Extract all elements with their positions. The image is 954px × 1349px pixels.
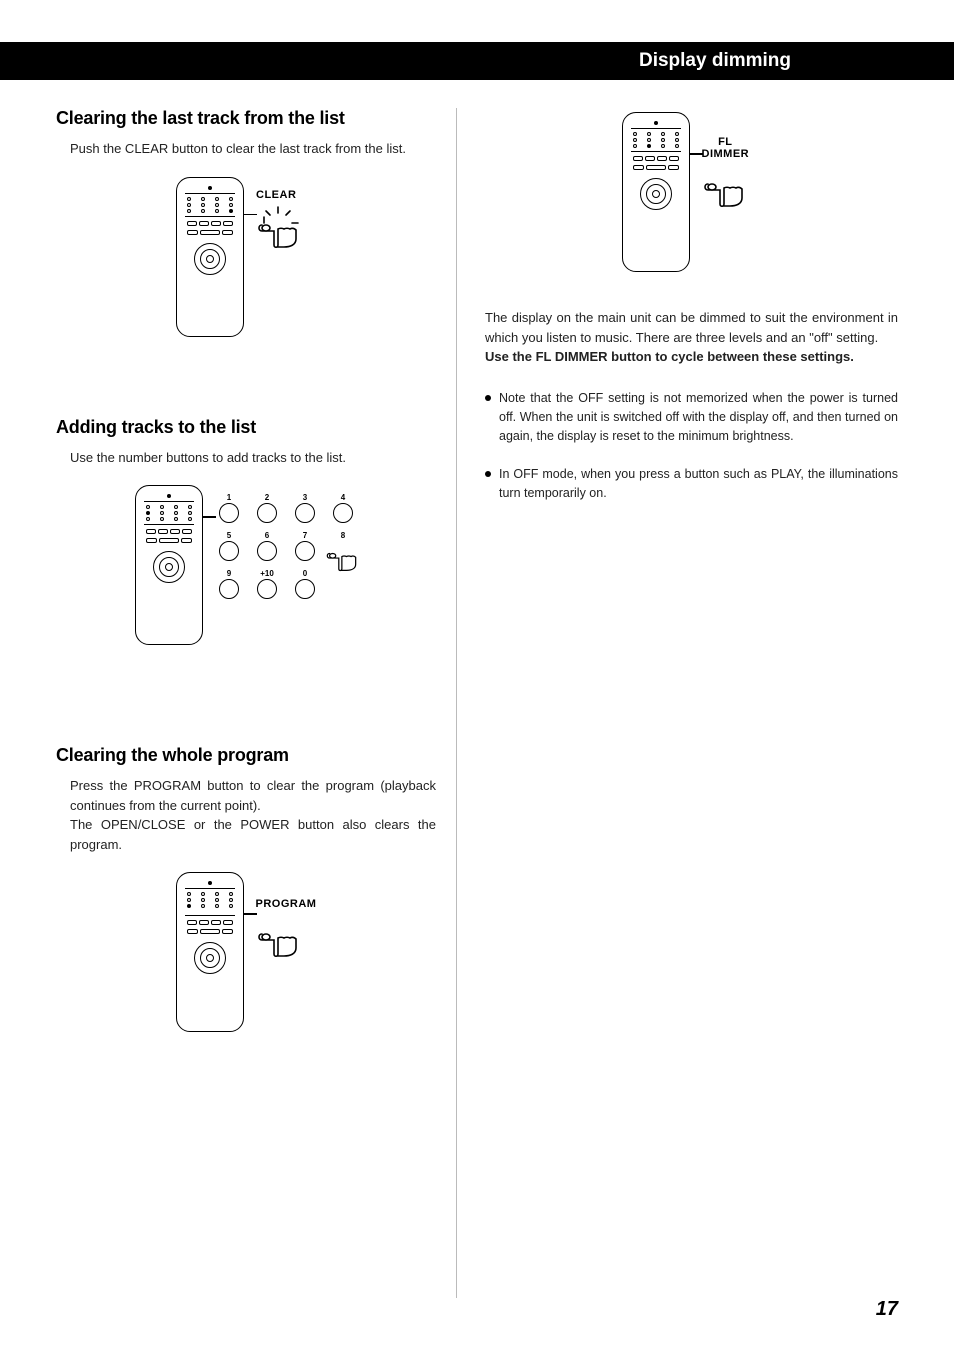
key-label: 7 [303, 531, 307, 540]
sec3-body1: Press the PROGRAM button to clear the pr… [70, 776, 436, 815]
sec3-title: Clearing the whole program [56, 745, 436, 766]
header-title: Display dimming [639, 50, 791, 72]
key-label: 0 [303, 569, 307, 578]
page-number: 17 [876, 1298, 898, 1321]
sec3-figure: PROGRAM [56, 872, 436, 1032]
right-para1: The display on the main unit can be dimm… [485, 308, 898, 347]
right-figure: FL DIMMER [485, 112, 898, 272]
sec2-figure: 1 2 3 4 5 6 7 8 [56, 485, 436, 645]
key-label: +10 [260, 569, 274, 578]
sec1-body: Push the CLEAR button to clear the last … [70, 139, 436, 159]
left-column: Clearing the last track from the list Pu… [56, 108, 456, 1309]
hand-press-icon [256, 205, 316, 249]
sec1-label: CLEAR [256, 189, 296, 201]
key-label: 5 [227, 531, 231, 540]
number-pad-icon: 1 2 3 4 5 6 7 8 [215, 493, 357, 601]
right-notes: Note that the OFF setting is not memoriz… [485, 389, 898, 504]
sec3-label-hand: PROGRAM [256, 898, 317, 958]
right-column: FL DIMMER The display on the main unit c… [457, 108, 898, 1309]
remote-icon [135, 485, 203, 645]
sec3-body2: The OPEN/CLOSE or the POWER button also … [70, 815, 436, 854]
right-label-hand: FL DIMMER [702, 136, 762, 208]
sec1-figure: CLEAR [56, 177, 436, 337]
key-label: 9 [227, 569, 231, 578]
sec1-title: Clearing the last track from the list [56, 108, 436, 129]
remote-icon [622, 112, 690, 272]
key-label: 6 [265, 531, 269, 540]
hand-press-icon [702, 164, 762, 208]
right-label: FL DIMMER [702, 136, 750, 160]
header-bar: Display dimming [0, 42, 954, 80]
hand-press-icon [256, 914, 316, 958]
numpad-wrap: 1 2 3 4 5 6 7 8 [215, 485, 357, 601]
key-label: 1 [227, 493, 231, 502]
hand-press-icon [325, 537, 371, 573]
note-item: In OFF mode, when you press a button suc… [485, 465, 898, 504]
header-title-box: Display dimming [476, 42, 954, 80]
remote-icon [176, 177, 244, 337]
key-label: 4 [341, 493, 345, 502]
key-label: 3 [303, 493, 307, 502]
remote-icon [176, 872, 244, 1032]
right-bold: Use the FL DIMMER button to cycle betwee… [485, 347, 898, 367]
note-item: Note that the OFF setting is not memoriz… [485, 389, 898, 447]
key-label: 2 [265, 493, 269, 502]
right-label-line2: DIMMER [702, 148, 750, 160]
sec2-body: Use the number buttons to add tracks to … [70, 448, 436, 468]
sec3-label: PROGRAM [256, 898, 317, 910]
sec2-title: Adding tracks to the list [56, 417, 436, 438]
header-bar-left [0, 42, 476, 80]
page-content: Clearing the last track from the list Pu… [56, 108, 898, 1309]
sec1-label-hand: CLEAR [256, 189, 316, 249]
right-label-line1: FL [718, 136, 732, 148]
